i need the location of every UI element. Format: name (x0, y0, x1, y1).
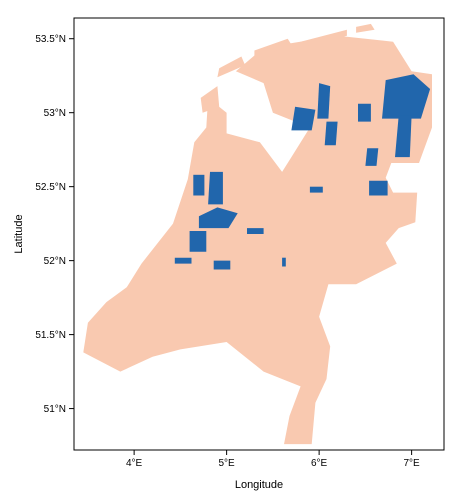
highlight-region (324, 121, 338, 146)
land-island (356, 23, 375, 33)
highlight-region (317, 83, 331, 119)
highlight-region (358, 103, 371, 122)
highlight-region (213, 260, 231, 270)
land-island (300, 29, 347, 48)
highlight-region (208, 171, 223, 205)
y-tick-label: 51°N (44, 404, 66, 415)
highlight-region (291, 106, 316, 131)
highlight-region (395, 115, 412, 158)
x-axis-title: Longitude (235, 479, 283, 491)
highlight-region (189, 231, 207, 252)
highlight-region (282, 257, 286, 267)
y-tick-label: 51.5°N (35, 330, 66, 341)
highlight-region (369, 180, 388, 196)
y-tick-label: 52°N (44, 256, 66, 267)
x-tick-label: 5°E (219, 458, 236, 469)
land-mainland (83, 35, 433, 445)
highlight-region (174, 257, 192, 264)
x-tick-label: 6°E (311, 458, 328, 469)
highlight-region (365, 148, 379, 166)
land-island (217, 56, 246, 78)
highlight-region (382, 74, 431, 119)
y-tick-label: 52.5°N (35, 182, 66, 193)
land-island (254, 38, 292, 60)
plot-frame (73, 17, 445, 451)
highlight-layer (174, 74, 431, 270)
land-island (200, 86, 220, 113)
highlight-region (198, 207, 238, 229)
y-tick-label: 53.5°N (35, 34, 66, 45)
x-tick-label: 7°E (404, 458, 421, 469)
y-axis-title: Latitude (13, 214, 25, 253)
y-tick-label: 53°N (44, 108, 66, 119)
land-layer (83, 23, 433, 445)
highlight-region (309, 186, 323, 193)
x-tick-label: 4°E (126, 458, 143, 469)
y-axis: 53.5°N 53°N 52.5°N 52°N 51.5°N 51°N (35, 34, 74, 415)
highlight-region (193, 174, 205, 196)
x-axis: 4°E 5°E 6°E 7°E (126, 450, 420, 469)
highlight-region (247, 228, 264, 234)
